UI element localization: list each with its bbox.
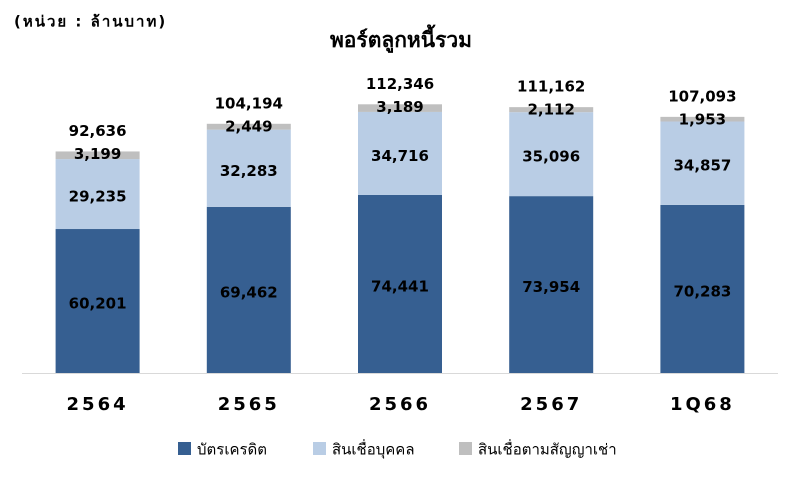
value-label: 34,857 xyxy=(673,157,731,175)
legend-label: สินเชื่อตามสัญญาเช่า xyxy=(478,439,617,459)
value-label: 1,953 xyxy=(679,110,726,128)
legend-swatch xyxy=(313,442,326,455)
x-tick-label: 2566 xyxy=(369,394,431,415)
bar-segment xyxy=(55,159,140,230)
bar-segment xyxy=(509,196,594,373)
bar-segment xyxy=(358,194,442,373)
value-label: 29,235 xyxy=(69,188,127,206)
bar-segment xyxy=(206,129,291,207)
bar-segment xyxy=(660,121,745,205)
value-label: 2,112 xyxy=(527,101,574,119)
bar-segment xyxy=(358,111,442,195)
value-label: 70,283 xyxy=(673,282,731,300)
x-tick-label: 2564 xyxy=(67,394,129,415)
bar-segment xyxy=(206,123,291,130)
bar-segment xyxy=(509,107,594,113)
value-label: 69,462 xyxy=(220,283,278,301)
legend-swatch xyxy=(459,442,472,455)
value-label: 3,189 xyxy=(376,98,423,116)
bar-segment xyxy=(55,229,140,373)
bar-segment xyxy=(206,206,291,373)
value-label: 34,716 xyxy=(371,147,429,165)
legend-swatch xyxy=(178,442,191,455)
x-tick-label: 2565 xyxy=(218,394,280,415)
x-tick-label: 1Q68 xyxy=(670,394,735,415)
chart-title: พอร์ตลูกหนี้รวม xyxy=(330,24,472,54)
x-tick-label: 2567 xyxy=(520,394,582,415)
bar-segment xyxy=(358,104,442,112)
total-label: 112,346 xyxy=(366,75,434,93)
value-label: 3,199 xyxy=(74,145,121,163)
total-label: 92,636 xyxy=(69,122,127,140)
value-label: 32,283 xyxy=(220,162,278,180)
total-label: 107,093 xyxy=(668,87,736,105)
value-label: 60,201 xyxy=(69,295,127,313)
unit-label: (หน่วย : ล้านบาท) xyxy=(14,13,167,31)
value-label: 35,096 xyxy=(522,148,580,166)
bar-segment xyxy=(55,151,140,160)
bar-segment xyxy=(509,112,594,197)
bar-segment xyxy=(660,204,745,373)
value-label: 2,449 xyxy=(225,117,272,135)
total-label: 111,162 xyxy=(517,78,585,96)
value-label: 73,954 xyxy=(522,278,580,296)
bar-segment xyxy=(660,116,745,122)
legend-label: บัตรเครดิต xyxy=(197,441,267,459)
total-label: 104,194 xyxy=(215,94,283,112)
legend-label: สินเชื่อบุคคล xyxy=(332,439,415,460)
value-label: 74,441 xyxy=(371,277,429,295)
